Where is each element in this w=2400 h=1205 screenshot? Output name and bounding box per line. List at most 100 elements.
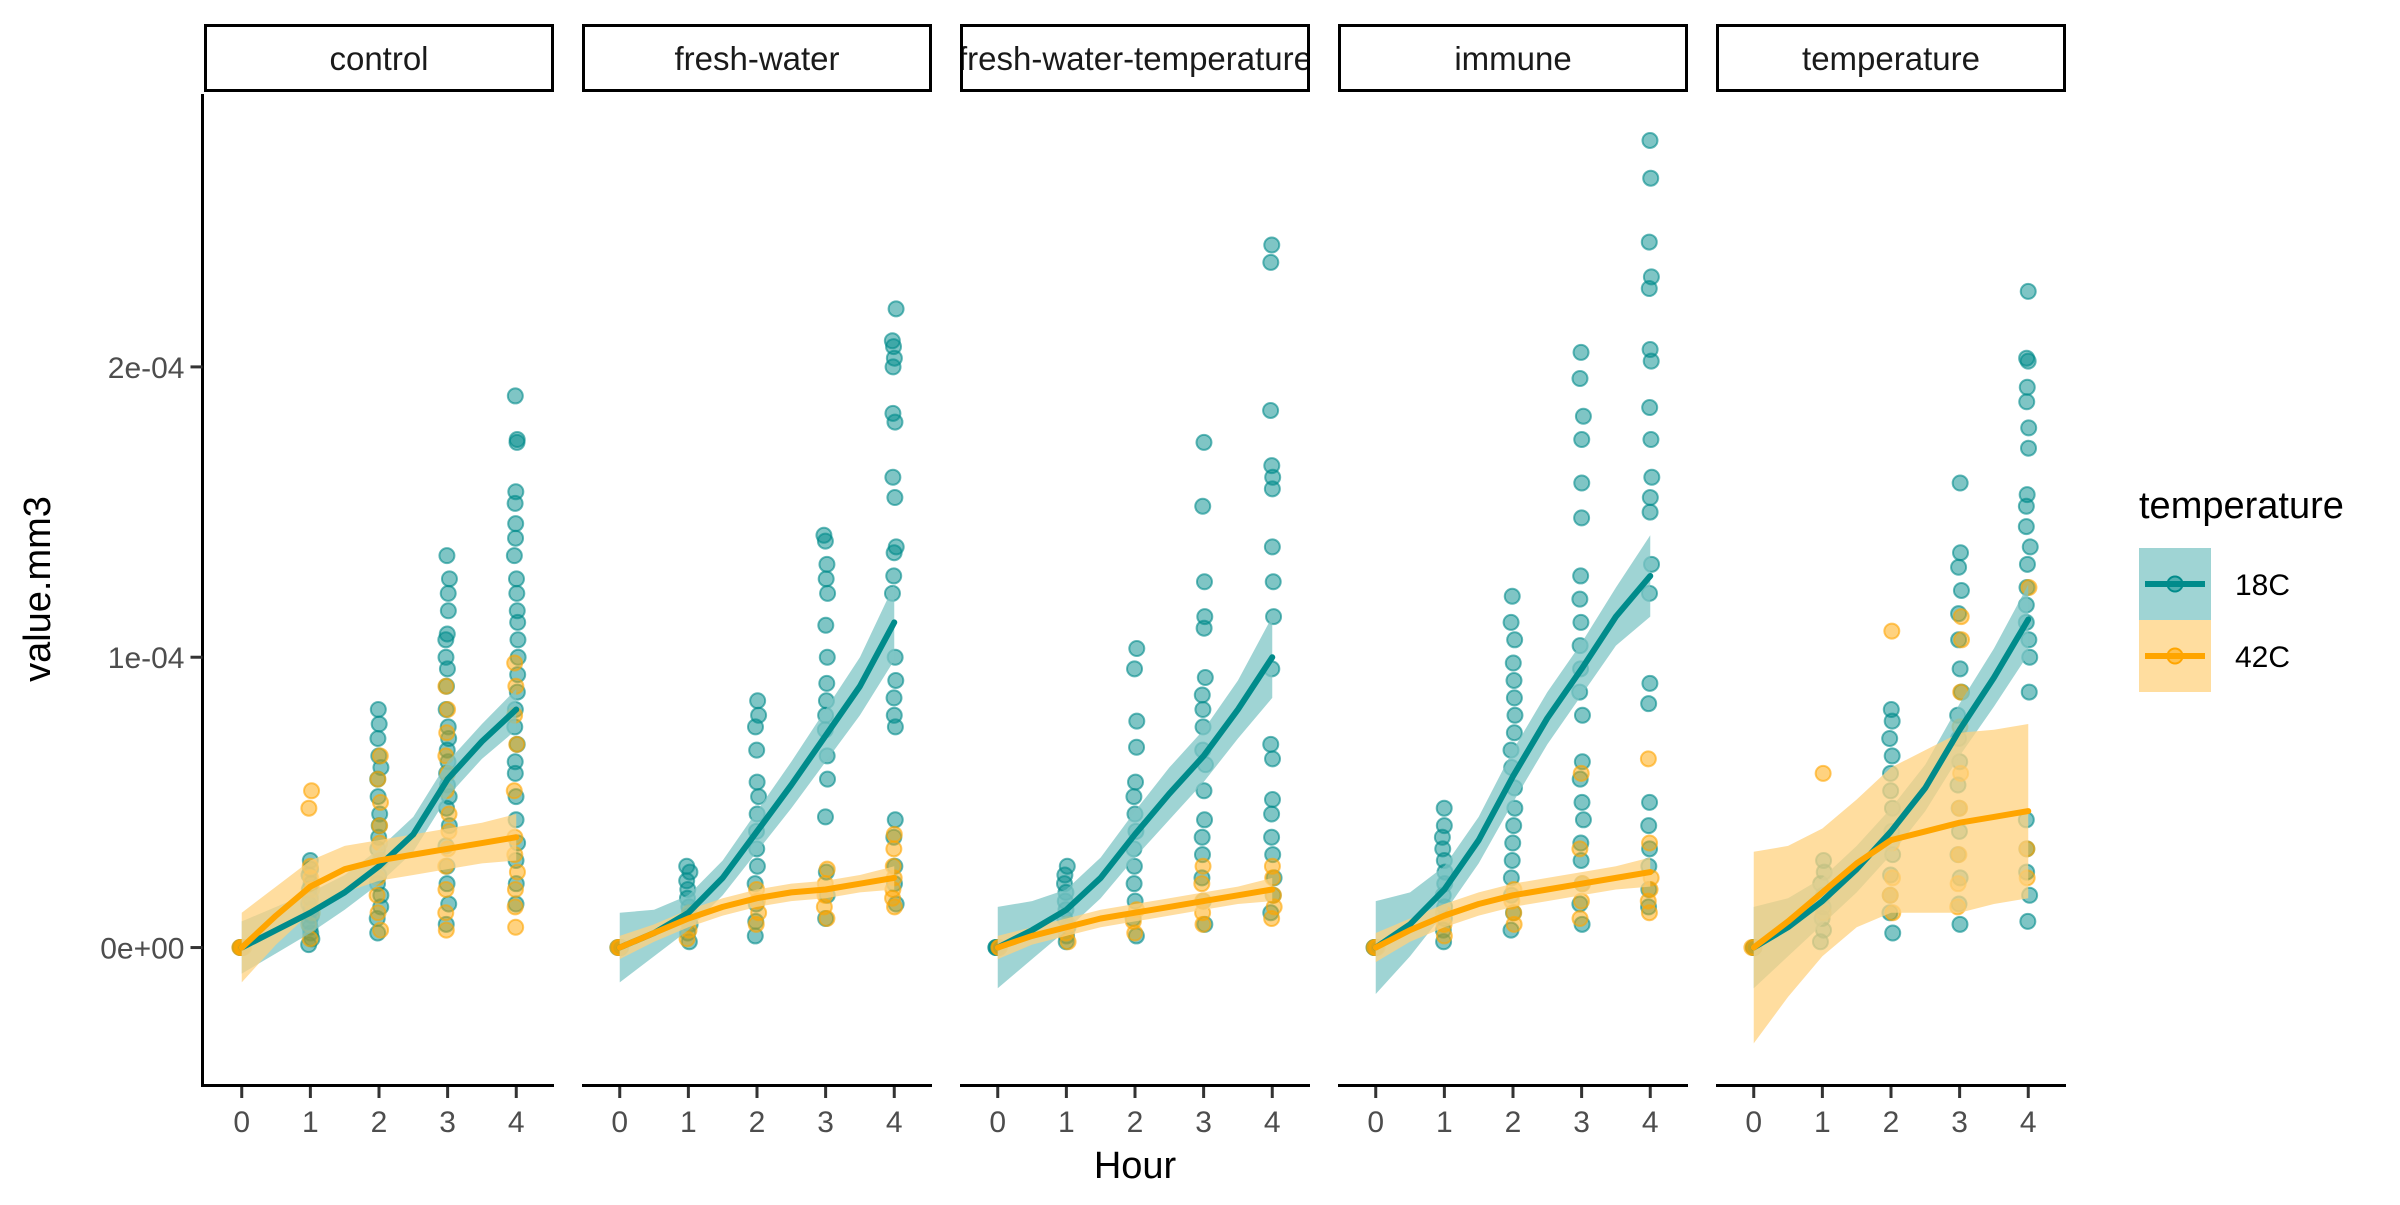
data-point-18C [1950,558,1968,576]
data-point-42C [505,782,523,800]
data-point-18C [507,483,525,501]
x-tick-label: 4 [2020,1106,2037,1139]
data-point-18C [1504,834,1522,852]
data-point-18C [748,773,766,791]
data-point-18C [1641,674,1659,692]
x-tick-label: 2 [371,1106,388,1139]
data-point-18C [885,706,903,724]
data-point-18C [2021,538,2039,556]
data-point-18C [1196,669,1214,687]
data-point-18C [1574,811,1592,829]
facet-strip-label: immune [1454,40,1571,77]
data-point-18C [1641,793,1659,811]
data-point-18C [1193,828,1211,846]
legend-label: 42C [2235,641,2290,674]
data-point-18C [1642,268,1660,286]
data-point-18C [1196,608,1214,626]
data-point-18C [886,489,904,507]
data-point-18C [1505,671,1523,689]
data-point-18C [2020,683,2038,701]
data-point-18C [886,811,904,829]
data-point-42C [1193,875,1211,893]
data-point-18C [509,631,527,649]
data-point-18C [1126,660,1144,678]
facet-panel-fresh-water: fresh-water 0 1 2 3 4 [582,24,932,1139]
data-point-18C [1952,581,1970,599]
data-point-18C [748,741,766,759]
data-point-18C [508,430,526,448]
trend-line-42C [994,886,1276,951]
data-point-18C [1264,573,1282,591]
trend-line-18C [1750,616,2032,951]
data-point-18C [1573,474,1591,492]
data-point-18C [1262,253,1280,271]
data-point-18C [1641,399,1659,417]
data-point-18C [1194,700,1212,718]
data-point-18C [1641,503,1659,521]
data-point-18C [1506,706,1524,724]
facet-strip-label: fresh-water-temperature [958,40,1312,77]
data-point-42C [437,904,455,922]
y-axis: 0e+00 1e-04 2e-04 [100,94,204,1087]
data-point-18C [1195,573,1213,591]
panel-data [231,387,527,983]
facet-strip-box [582,24,932,92]
data-point-18C [1195,433,1213,451]
x-tick-label: 0 [1367,1106,1384,1139]
data-point-42C [1572,764,1590,782]
x-tick-label: 3 [439,1106,456,1139]
data-point-42C [1263,857,1281,875]
data-point-18C [1128,712,1146,730]
facet-panel-temperature: temperature 0 1 2 3 4 [1716,24,2066,1139]
data-point-42C [437,677,455,695]
data-point-18C [505,547,523,565]
data-point-18C [819,584,837,602]
facet-strip-box [960,24,1310,92]
data-point-42C [2020,579,2038,597]
legend: temperature 18C 42C [2139,485,2344,692]
confidence-band-42C [241,814,517,983]
data-point-18C [2018,393,2036,411]
data-point-18C [2018,349,2036,367]
data-point-18C [1571,590,1589,608]
data-point-18C [2019,912,2037,930]
x-tick-label: 2 [1127,1106,1144,1139]
data-point-42C [1641,834,1659,852]
data-point-18C [506,753,524,771]
data-point-18C [816,808,834,826]
data-point-18C [1573,509,1591,527]
data-point-18C [750,706,768,724]
data-point-18C [1435,799,1453,817]
data-point-18C [1503,587,1521,605]
data-point-18C [1641,131,1659,149]
data-point-18C [1195,782,1213,800]
data-point-18C [439,584,457,602]
x-tick-label: 4 [1264,1106,1281,1139]
data-point-18C [1263,538,1281,556]
data-point-18C [508,602,526,620]
data-point-42C [1639,750,1657,768]
data-point-42C [371,793,389,811]
data-point-18C [1640,695,1658,713]
x-tick-label: 3 [1573,1106,1590,1139]
data-point-42C [369,770,387,788]
panel-data [609,300,905,983]
data-point-42C [368,886,386,904]
y-axis-title: value.mm3 [17,496,59,682]
x-tick-label: 0 [989,1106,1006,1139]
data-point-18C [1882,700,1900,718]
data-point-18C [1952,544,1970,562]
data-point-42C [1952,608,1970,626]
data-point-18C [2020,439,2038,457]
facet-strip-label: control [329,40,428,77]
data-point-18C [1574,407,1592,425]
facet-strip-box [1338,24,1688,92]
data-point-18C [1263,805,1281,823]
data-point-18C [438,547,456,565]
data-point-18C [1435,817,1453,835]
data-point-42C [371,817,389,835]
data-point-42C [508,735,526,753]
data-point-18C [885,567,903,585]
data-point-42C [506,654,524,672]
